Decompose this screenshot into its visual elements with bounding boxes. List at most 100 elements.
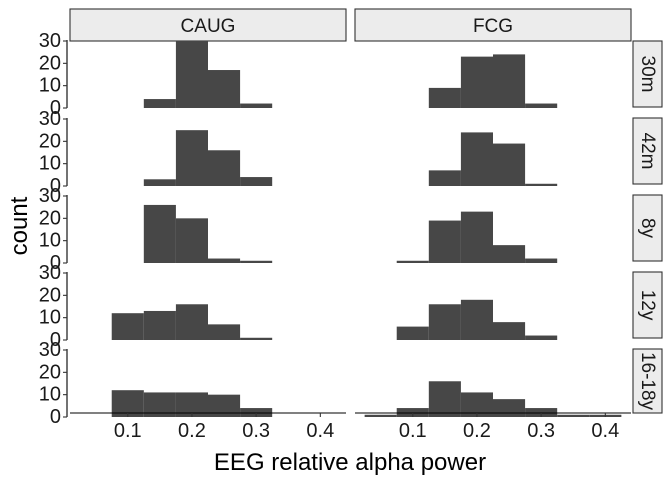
column-strips: CAUG FCG [69,8,632,42]
histogram-bar [240,103,273,108]
histogram-bar [240,260,273,263]
y-tick-label: 0 [50,97,61,119]
histogram-bar [460,56,493,108]
row-strip-16-18y: 16-18y [632,348,663,414]
row-strip-12y: 12y [632,271,663,339]
column-strip-caug: CAUG [69,8,347,42]
histogram-bar [460,299,493,340]
histogram-bar [460,132,493,186]
y-tick-label: 30 [39,30,61,52]
y-tick-label: 0 [50,175,61,197]
histogram-bar [143,99,176,108]
y-axis-title: count [6,196,33,255]
histogram-bar [240,177,273,186]
x-tick-label: 0.1 [114,420,142,442]
row-strip-label: 12y [637,290,658,321]
column-strip-label: CAUG [181,16,236,37]
histogram-bar [175,130,208,186]
x-axis-title: EEG relative alpha power [214,449,486,476]
histogram-bar [396,326,429,340]
panel-caug-30m [143,41,273,108]
histogram-bar [428,220,461,263]
histogram-bar [240,337,273,340]
y-tick-label: 20 [39,130,61,152]
histogram-bar [175,41,208,108]
x-tick-label: 0.3 [242,420,270,442]
histogram-bar [175,218,208,263]
panel-caug-42m [143,130,273,186]
x-tick-label: 0.4 [591,420,619,442]
column-strip-label: FCG [473,16,513,37]
histogram-bar [460,211,493,263]
y-tick-label: 10 [39,384,61,406]
histogram-bar [525,258,558,263]
x-axes: 0.1 0.2 0.3 0.4 0.1 0.2 0.3 0.4 [70,412,631,442]
y-tick-label: 10 [39,307,61,329]
panel-fcg-30m [428,54,558,108]
histogram-bar [396,260,429,263]
y-tick-label: 30 [39,262,61,284]
y-tick-label: 10 [39,75,61,97]
x-tick-label: 0.2 [178,420,206,442]
histogram-bar [208,394,241,417]
histogram-bar [428,304,461,340]
y-tick-label: 30 [39,185,61,207]
histogram-bar [175,304,208,340]
histogram-bar [208,324,241,340]
row-strip-8y: 8y [632,194,663,262]
y-tick-label: 30 [39,339,61,361]
histogram-bar [364,414,397,417]
histogram-bar [493,143,526,186]
panels [111,41,622,417]
y-tick-label: 0 [50,252,61,274]
panel-caug-12y [111,304,273,340]
panel-fcg-12y [396,299,558,340]
panel-fcg-42m [428,132,558,186]
row-strip-30m: 30m [632,40,663,108]
row-strip-42m: 42m [632,117,663,185]
panel-fcg-8y [396,211,558,263]
y-tick-label: 10 [39,230,61,252]
histogram-bar [428,381,461,417]
y-tick-label: 30 [39,108,61,130]
histogram-bar [525,335,558,340]
x-tick-label: 0.2 [463,420,491,442]
row-strips: 30m 42m 8y 12y 16-18y [632,40,663,414]
histogram-bar [143,204,176,263]
y-tick-label: 0 [50,329,61,351]
histogram-bar [525,183,558,186]
histogram-bar [428,170,461,186]
row-strip-label: 16-18y [637,352,658,411]
histogram-bar [111,313,144,340]
x-axis-caug: 0.1 0.2 0.3 0.4 [70,412,346,442]
histogram-bar [525,103,558,108]
y-tick-label: 20 [39,361,61,383]
histogram-bar [143,310,176,340]
histogram-bar [428,87,461,108]
histogram-bar [208,70,241,108]
panel-fcg-16-18y [364,381,622,417]
column-strip-fcg: FCG [354,8,632,42]
histogram-bar [208,150,241,186]
y-tick-label: 20 [39,207,61,229]
histogram-bar [143,179,176,186]
x-tick-label: 0.1 [399,420,427,442]
histogram-bar [493,54,526,108]
row-strip-label: 30m [637,56,658,93]
histogram-bar [493,245,526,263]
histogram-bar [557,414,590,417]
histogram-bar [493,322,526,340]
histogram-bar [493,399,526,417]
row-strip-label: 42m [637,133,658,170]
x-tick-label: 0.3 [527,420,555,442]
y-tick-label: 0 [50,406,61,428]
x-axis-fcg: 0.1 0.2 0.3 0.4 [355,412,631,442]
x-tick-label: 0.4 [306,420,334,442]
